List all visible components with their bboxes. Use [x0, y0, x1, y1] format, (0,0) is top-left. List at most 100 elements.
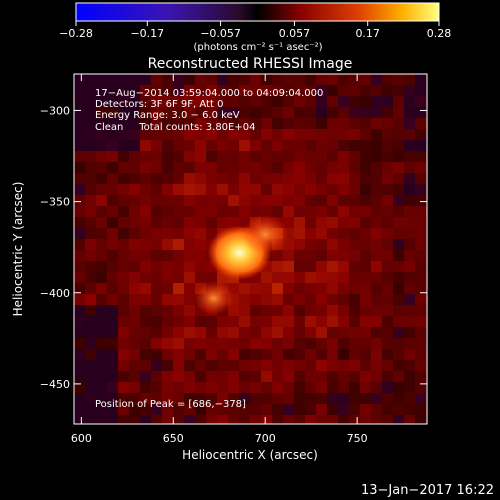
- heatmap-cell: [261, 162, 272, 173]
- heatmap-cell: [74, 118, 85, 129]
- heatmap-cell: [371, 239, 382, 250]
- heatmap-cell: [426, 140, 427, 151]
- heatmap-cell: [250, 327, 261, 338]
- heatmap-cell: [360, 173, 371, 184]
- heatmap-cell: [173, 415, 184, 424]
- heatmap-cell: [206, 228, 217, 239]
- heatmap-cell: [184, 393, 195, 404]
- heatmap-cell: [316, 228, 327, 239]
- heatmap-cell: [173, 118, 184, 129]
- heatmap-cell: [393, 349, 404, 360]
- heatmap-cell: [382, 272, 393, 283]
- heatmap-cell: [415, 305, 426, 316]
- heatmap-cell: [74, 360, 85, 371]
- heatmap-cell: [173, 217, 184, 228]
- heatmap-cell: [173, 85, 184, 96]
- heatmap-cell: [305, 96, 316, 107]
- heatmap-cell: [338, 272, 349, 283]
- heatmap-cell: [338, 360, 349, 371]
- heatmap-cell: [283, 349, 294, 360]
- heatmap-cell: [404, 305, 415, 316]
- heatmap-cell: [371, 261, 382, 272]
- heatmap-cell: [217, 85, 228, 96]
- heatmap-cell: [206, 107, 217, 118]
- heatmap-cell: [250, 382, 261, 393]
- heatmap-cell: [96, 261, 107, 272]
- heatmap-cell: [382, 228, 393, 239]
- heatmap-cell: [74, 294, 85, 305]
- heatmap-cell: [261, 338, 272, 349]
- heatmap-cell: [107, 140, 118, 151]
- heatmap-cell: [140, 239, 151, 250]
- heatmap-cell: [261, 85, 272, 96]
- heatmap-cell: [371, 294, 382, 305]
- heatmap-cell: [250, 294, 261, 305]
- heatmap-cell: [338, 228, 349, 239]
- heatmap-cell: [393, 217, 404, 228]
- heatmap-cell: [217, 404, 228, 415]
- heatmap-cell: [129, 404, 140, 415]
- heatmap-cell: [96, 118, 107, 129]
- heatmap-cell: [74, 272, 85, 283]
- heatmap-cell: [162, 129, 173, 140]
- heatmap-cell: [294, 360, 305, 371]
- heatmap-cell: [426, 118, 427, 129]
- heatmap-cell: [162, 316, 173, 327]
- heatmap-cell: [338, 393, 349, 404]
- heatmap-cell: [96, 338, 107, 349]
- heatmap-cell: [305, 129, 316, 140]
- heatmap-cell: [426, 228, 427, 239]
- heatmap-cell: [206, 184, 217, 195]
- heatmap-cell: [228, 393, 239, 404]
- heatmap-cell: [393, 85, 404, 96]
- heatmap-cell: [305, 74, 316, 85]
- heatmap-cell: [118, 360, 129, 371]
- heatmap-cell: [173, 382, 184, 393]
- heatmap-cell: [206, 217, 217, 228]
- heatmap-cell: [371, 195, 382, 206]
- heatmap-cell: [184, 415, 195, 424]
- heatmap-cell: [404, 261, 415, 272]
- heatmap-cell: [349, 74, 360, 85]
- heatmap-cell: [382, 327, 393, 338]
- heatmap-cell: [349, 272, 360, 283]
- heatmap-cell: [261, 349, 272, 360]
- heatmap-cell: [327, 118, 338, 129]
- heatmap-cell: [327, 261, 338, 272]
- heatmap-cell: [140, 162, 151, 173]
- heatmap-cell: [96, 151, 107, 162]
- heatmap-cell: [173, 349, 184, 360]
- heatmap-cell: [217, 140, 228, 151]
- heatmap-cell: [338, 151, 349, 162]
- heatmap-cell: [393, 107, 404, 118]
- heatmap-cell: [393, 96, 404, 107]
- heatmap-cell: [393, 415, 404, 424]
- heatmap-cell: [272, 404, 283, 415]
- heatmap-cell: [74, 393, 85, 404]
- heatmap-cell: [382, 85, 393, 96]
- heatmap-cell: [206, 206, 217, 217]
- heatmap-cell: [217, 382, 228, 393]
- heatmap-cell: [305, 239, 316, 250]
- heatmap-cell: [228, 327, 239, 338]
- x-tick-label: 650: [163, 432, 184, 445]
- heatmap-cell: [415, 85, 426, 96]
- heatmap-cell: [85, 272, 96, 283]
- heatmap-cell: [283, 371, 294, 382]
- heatmap-cell: [404, 107, 415, 118]
- heatmap-cell: [382, 74, 393, 85]
- heatmap-cell: [129, 338, 140, 349]
- heatmap-cell: [250, 206, 261, 217]
- heatmap-cell: [239, 393, 250, 404]
- heatmap-cell: [107, 162, 118, 173]
- heatmap-cell: [217, 415, 228, 424]
- heatmap-cell: [338, 140, 349, 151]
- heatmap-cell: [162, 184, 173, 195]
- heatmap-cell: [184, 206, 195, 217]
- heatmap-cell: [371, 393, 382, 404]
- x-tick-label: 750: [347, 432, 368, 445]
- heatmap-cell: [85, 283, 96, 294]
- heatmap-cell: [74, 107, 85, 118]
- heatmap-cell: [327, 217, 338, 228]
- heatmap-cell: [96, 305, 107, 316]
